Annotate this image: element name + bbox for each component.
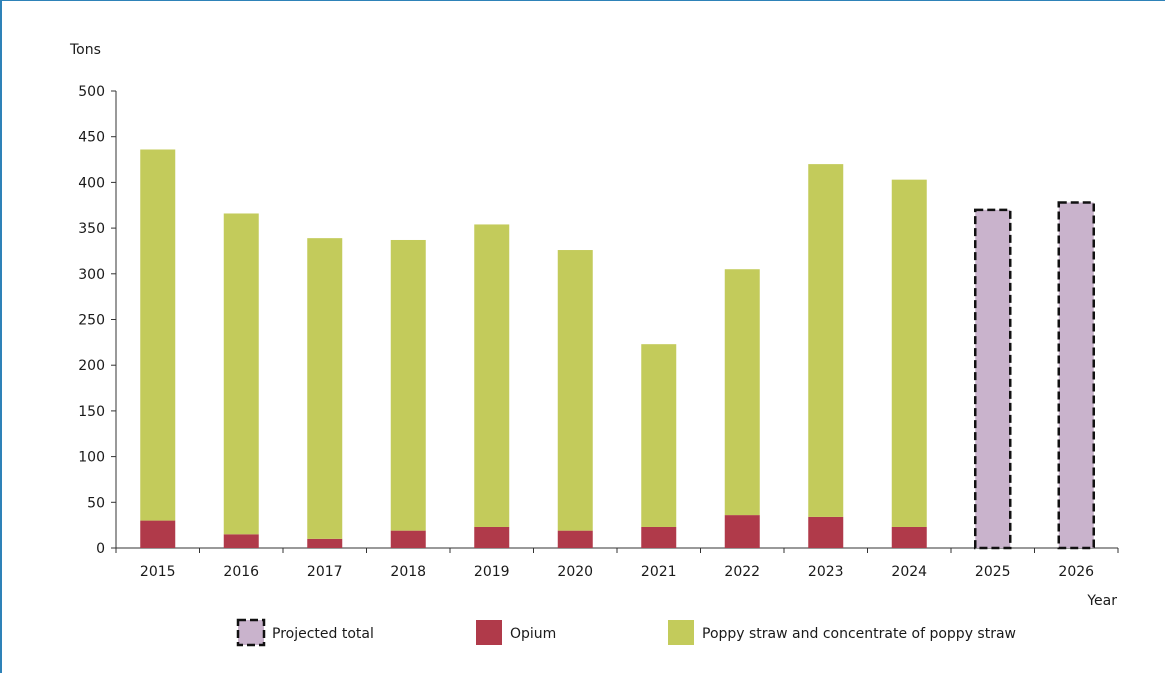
x-tick-label: 2015 — [140, 564, 176, 580]
bar-opium — [724, 515, 760, 548]
y-tick-label: 350 — [78, 221, 105, 237]
bars — [140, 149, 1095, 550]
y-tick-label: 0 — [96, 541, 105, 557]
x-tick-label: 2026 — [1058, 564, 1094, 580]
legend-swatch — [668, 620, 694, 645]
x-tick-label: 2020 — [557, 564, 593, 580]
x-tick-label: 2021 — [641, 564, 677, 580]
x-tick-label: 2017 — [307, 564, 343, 580]
bar-opium — [557, 530, 593, 548]
bar-poppy-straw — [891, 179, 927, 527]
x-tick-label: 2023 — [808, 564, 844, 580]
y-tick-label: 50 — [87, 495, 105, 511]
legend-label: Poppy straw and concentrate of poppy str… — [702, 626, 1016, 642]
legend-label: Opium — [510, 626, 556, 642]
legend-swatch — [236, 618, 266, 647]
x-axis-label: Year — [1086, 593, 1117, 609]
bar-poppy-straw — [307, 238, 343, 539]
bar-poppy-straw — [140, 149, 176, 521]
bar-opium — [390, 530, 426, 548]
bar-poppy-straw — [223, 213, 259, 535]
y-tick-label: 450 — [78, 130, 105, 146]
y-tick-label: 300 — [78, 267, 105, 283]
legend-label: Projected total — [272, 626, 374, 642]
y-tick-label: 250 — [78, 313, 105, 329]
y-tick-label: 500 — [78, 84, 105, 100]
bar-poppy-straw — [808, 164, 844, 517]
x-tick-label: 2016 — [223, 564, 259, 580]
legend-swatch — [476, 620, 502, 645]
y-tick-label: 100 — [78, 450, 105, 466]
y-tick-label: 400 — [78, 175, 105, 191]
bar-poppy-straw — [724, 269, 760, 516]
x-tick-label: 2019 — [474, 564, 510, 580]
chart-title-fragment — [2, 0, 1165, 2]
bar-poppy-straw — [474, 224, 510, 527]
bar-opium — [808, 516, 844, 548]
bar-projected-total — [974, 208, 1012, 550]
bar-poppy-straw — [641, 344, 677, 527]
bar-poppy-straw — [390, 239, 426, 531]
bar-projected-total — [1057, 201, 1095, 550]
y-tick-label: 200 — [78, 358, 105, 374]
y-tick-label: 150 — [78, 404, 105, 420]
axes: 0 50 100 150 200 250 300 350 400 450 500 2015 2016 20… — [78, 84, 1119, 580]
bar-poppy-straw — [557, 250, 593, 531]
x-tick-label: 2025 — [975, 564, 1011, 580]
bar-opium — [641, 526, 677, 548]
bar-opium — [474, 526, 510, 548]
bar-opium — [307, 538, 343, 548]
legend: Projected total Opium Poppy straw and conc… — [236, 618, 1016, 647]
bar-opium — [891, 526, 927, 548]
x-tick-label: 2022 — [724, 564, 760, 580]
bar-opium — [223, 534, 259, 548]
y-axis-label: Tons — [69, 42, 101, 58]
x-tick-label: 2024 — [891, 564, 927, 580]
bar-opium — [140, 520, 176, 548]
x-tick-label: 2018 — [390, 564, 426, 580]
